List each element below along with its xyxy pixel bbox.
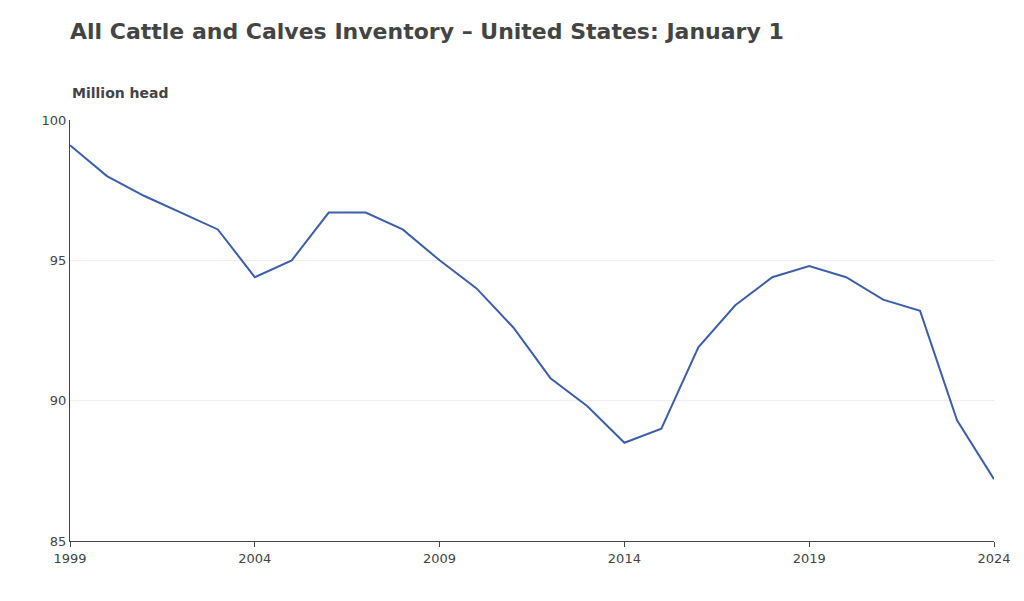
svg-text:2019: 2019 [793,551,826,566]
svg-text:2004: 2004 [238,551,271,566]
svg-text:95: 95 [50,253,67,268]
svg-text:90: 90 [50,393,67,408]
svg-text:Million head: Million head [72,85,169,101]
svg-text:1999: 1999 [53,551,86,566]
svg-text:2024: 2024 [977,551,1010,566]
svg-text:All Cattle and Calves Inventor: All Cattle and Calves Inventory – United… [70,19,784,44]
svg-text:100: 100 [42,113,67,128]
svg-text:2014: 2014 [608,551,641,566]
svg-text:85: 85 [50,534,67,549]
svg-text:2009: 2009 [423,551,456,566]
